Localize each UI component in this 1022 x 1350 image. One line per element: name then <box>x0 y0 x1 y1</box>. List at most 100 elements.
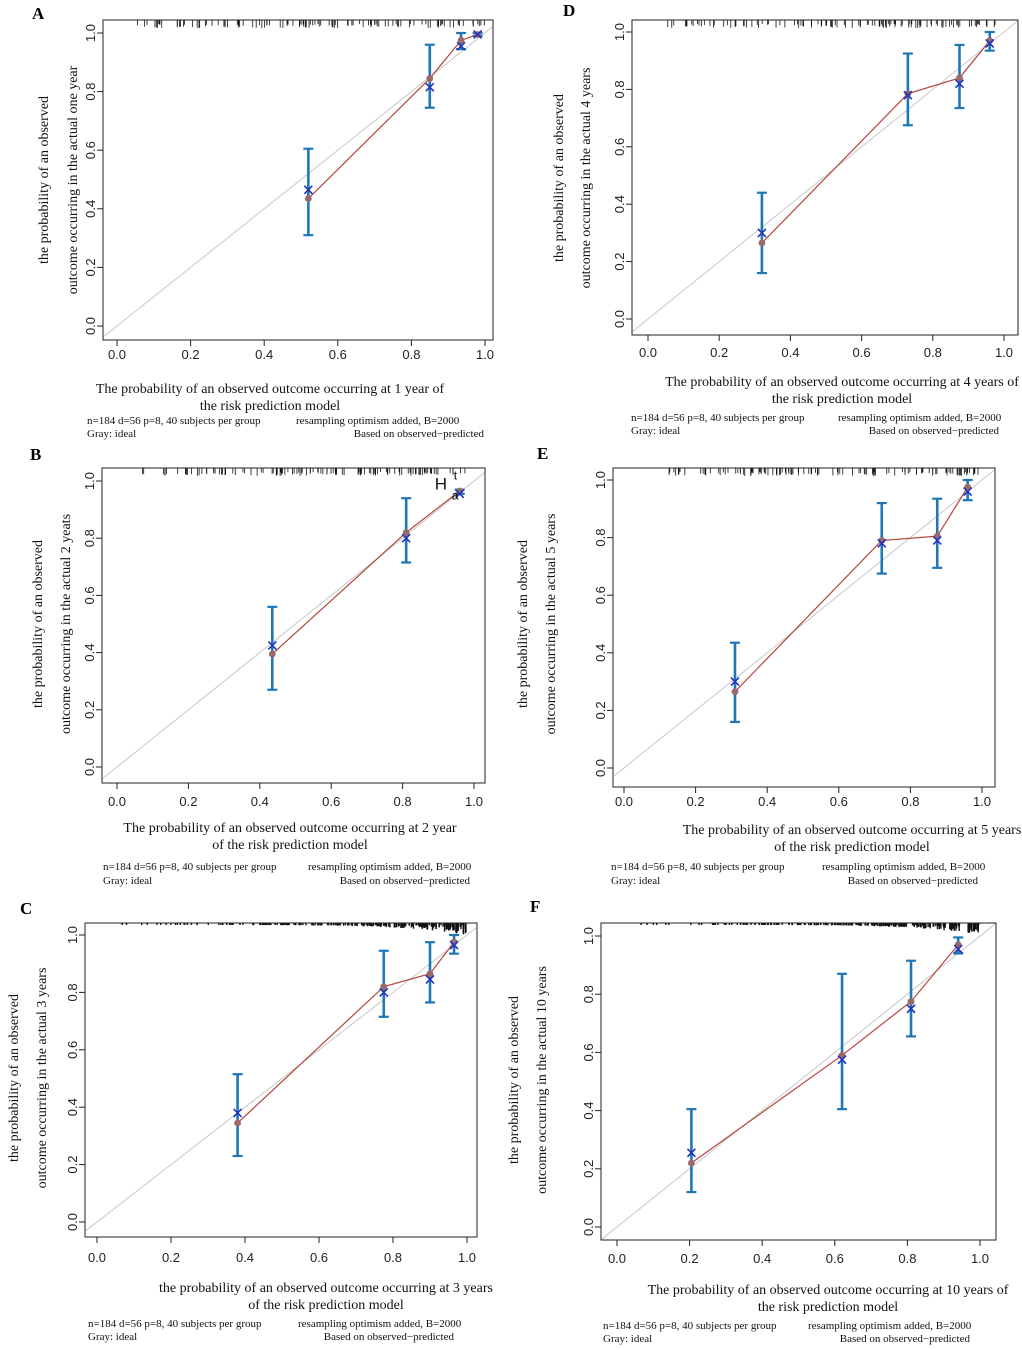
footnote-resampling: resampling optimism added, B=2000 <box>822 861 986 873</box>
y-tick-label: 0.6 <box>612 138 627 156</box>
calibration-panel-e: E 0.0 0.2 0.4 0.6 0.8 1.0 0.0 0.2 0.4 0.6 0.8 1.0 The… <box>516 444 1021 887</box>
footnote-resampling: resampling optimism added, B=2000 <box>308 861 472 873</box>
bias-corrected-marker <box>267 640 277 651</box>
annotation-main: H <box>435 475 447 494</box>
ideal-line <box>601 923 996 1240</box>
plot-frame <box>102 19 494 341</box>
x-axis-title-line: The probability of an observed outcome o… <box>648 1283 1009 1298</box>
x-tick-label: 0.0 <box>608 1251 626 1266</box>
x-tick-label: 0.2 <box>162 1250 180 1265</box>
y-tick-label: 0.0 <box>581 1218 596 1236</box>
bias-corrected-marker <box>233 1108 243 1118</box>
apparent-point <box>904 90 912 98</box>
ideal-line <box>613 468 995 778</box>
x-axis-title-line: The probability of an observed outcome o… <box>123 821 456 836</box>
plot-frame <box>101 467 486 784</box>
calibration-panel-b: B 0.0 0.2 0.4 0.6 0.8 1.0 0.0 0.2 0.4 0.6 0.8 1.0 The… <box>30 445 486 887</box>
y-axis-title-line: outcome occurring in the actual 5 years <box>544 514 559 735</box>
y-axis-title-line: the probability of an observed <box>507 996 522 1164</box>
apparent-point <box>907 998 915 1005</box>
calibration-panel-c: C 0.0 0.2 0.4 0.6 0.8 1.0 0.0 0.2 0.4 0.6 0.8 1.0 the… <box>7 899 493 1343</box>
footnote-gray-ideal: Gray: ideal <box>87 428 136 440</box>
x-tick-label: 0.4 <box>758 794 776 809</box>
x-tick-label: 0.8 <box>901 794 919 809</box>
bias-corrected-marker <box>932 535 942 546</box>
ideal-line <box>103 25 493 338</box>
bias-corrected-marker <box>686 1148 696 1158</box>
rug-marks <box>668 468 979 476</box>
bias-corrected-marker <box>401 533 411 543</box>
y-tick-label: 0.4 <box>612 195 627 213</box>
x-tick-label: 0.6 <box>830 794 848 809</box>
bias-corrected-marker <box>455 489 465 499</box>
footnote-resampling: resampling optimism added, B=2000 <box>298 1318 462 1330</box>
bias-corrected-marker <box>379 987 389 997</box>
y-tick-label: 0.4 <box>82 644 97 662</box>
apparent-point <box>758 239 766 247</box>
calibration-panel-d: D 0.0 0.2 0.4 0.6 0.8 1.0 0.0 0.2 0.4 0.6 0.8 1.0 The… <box>552 1 1019 437</box>
apparent-point <box>304 195 312 202</box>
y-tick-label: 0.4 <box>83 200 98 218</box>
y-tick-label: 0.6 <box>82 586 97 604</box>
x-tick-label: 1.0 <box>465 794 483 809</box>
x-tick-label: 0.4 <box>781 345 799 360</box>
x-tick-label: 0.6 <box>853 345 871 360</box>
footnote-based-on: Based on observed−predicted <box>848 875 979 887</box>
x-tick-label: 0.8 <box>898 1251 916 1266</box>
bias-corrected-marker <box>906 1004 916 1014</box>
apparent-point <box>426 75 434 82</box>
y-axis-title-line: the probability of an observed <box>31 540 46 708</box>
plot-frame <box>631 19 1019 336</box>
y-tick-label: 0.6 <box>581 1043 596 1061</box>
apparent-point <box>380 983 388 991</box>
bias-corrected-marker <box>985 38 995 49</box>
x-tick-label: 0.6 <box>310 1250 328 1265</box>
y-tick-label: 0.2 <box>82 701 97 719</box>
apparent-point <box>956 74 963 82</box>
bias-corrected-marker <box>837 1055 847 1065</box>
y-tick-label: 0.8 <box>581 985 596 1003</box>
apparent-calibration-line <box>691 944 959 1164</box>
footnote-sample-info: n=184 d=56 p=8, 40 subjects per group <box>603 1320 777 1332</box>
footnote-gray-ideal: Gray: ideal <box>611 875 660 887</box>
apparent-calibration-line <box>734 486 969 693</box>
footnote-based-on: Based on observed−predicted <box>869 425 1000 437</box>
y-tick-label: 0.2 <box>65 1156 80 1174</box>
y-tick-label: 0.6 <box>65 1041 80 1059</box>
rug-marks <box>142 468 466 476</box>
y-axis-title-line: outcome occurring in the actual 3 years <box>35 968 50 1189</box>
x-tick-label: 0.2 <box>681 1251 699 1266</box>
y-tick-label: 0.0 <box>82 758 97 776</box>
bias-corrected-marker <box>425 974 435 985</box>
x-axis-title-line: of the risk prediction model <box>774 840 930 855</box>
ideal-line <box>85 926 477 1232</box>
footnote-resampling: resampling optimism added, B=2000 <box>808 1320 972 1332</box>
y-tick-label: 1.0 <box>82 472 97 490</box>
plot-frame <box>600 922 997 1241</box>
bias-corrected-marker <box>425 82 435 92</box>
x-tick-label: 1.0 <box>995 345 1013 360</box>
rug-marks <box>121 923 467 935</box>
y-tick-label: 0.6 <box>593 586 608 604</box>
x-tick-label: 0.4 <box>753 1251 771 1266</box>
bias-corrected-marker <box>456 41 466 51</box>
footnote-based-on: Based on observed−predicted <box>354 428 485 440</box>
y-tick-label: 0.4 <box>581 1102 596 1120</box>
x-tick-label: 0.2 <box>179 794 197 809</box>
x-tick-label: 1.0 <box>973 794 991 809</box>
y-tick-label: 0.8 <box>612 80 627 98</box>
y-tick-label: 0.8 <box>65 983 80 1001</box>
plot-frame <box>612 467 996 788</box>
x-axis-title-line: The probability of an observed outcome o… <box>683 823 1022 838</box>
y-axis-title-line: outcome occurring in the actual one year <box>66 65 81 294</box>
x-tick-label: 0.8 <box>924 345 942 360</box>
footnote-sample-info: n=184 d=56 p=8, 40 subjects per group <box>103 861 277 873</box>
y-axis-title-line: the probability of an observed <box>37 96 52 264</box>
apparent-point <box>402 529 410 536</box>
y-tick-label: 0.2 <box>581 1160 596 1178</box>
calibration-panel-f: F 0.0 0.2 0.4 0.6 0.8 1.0 0.0 0.2 0.4 0.6 0.8 1.0 The… <box>507 897 1009 1345</box>
footnote-sample-info: n=184 d=56 p=8, 40 subjects per group <box>611 861 785 873</box>
bias-corrected-marker <box>449 940 459 950</box>
panel-label: A <box>32 4 45 23</box>
